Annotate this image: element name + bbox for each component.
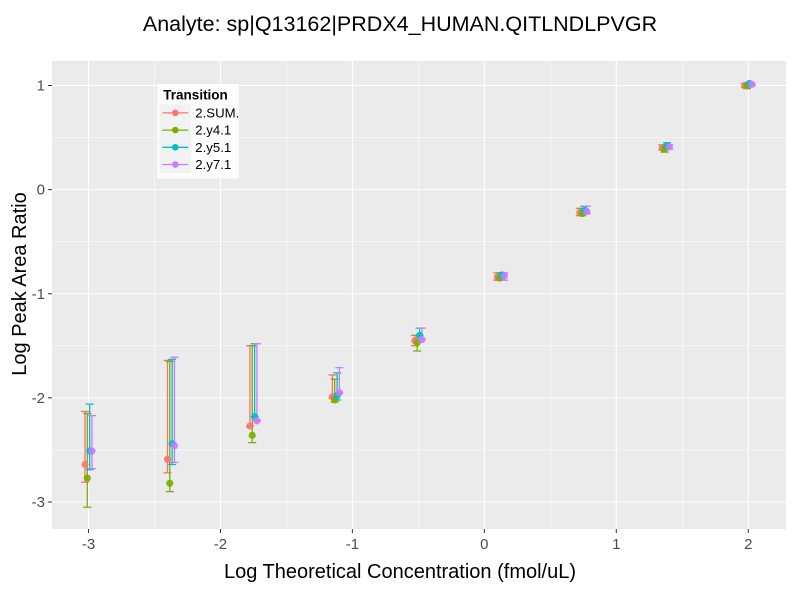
svg-text:-3: -3 [82,536,95,553]
svg-text:1: 1 [612,536,620,553]
svg-text:2.SUM.: 2.SUM. [195,105,239,120]
svg-text:0: 0 [37,182,45,199]
svg-text:2.y7.1: 2.y7.1 [195,157,231,172]
svg-text:2.y5.1: 2.y5.1 [195,140,231,155]
svg-text:2.y4.1: 2.y4.1 [195,123,231,138]
svg-text:-3: -3 [32,494,45,511]
svg-text:-2: -2 [214,536,227,553]
svg-text:-1: -1 [346,536,359,553]
svg-text:2: 2 [744,536,752,553]
svg-text:0: 0 [480,536,488,553]
svg-text:-2: -2 [32,390,45,407]
svg-text:Transition: Transition [163,88,228,103]
svg-text:1: 1 [37,78,45,95]
svg-text:-1: -1 [32,286,45,303]
